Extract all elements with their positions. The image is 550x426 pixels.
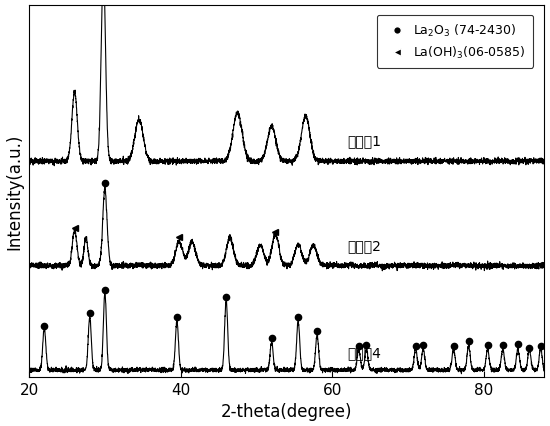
Legend: La$_2$O$_3$ (74-2430), La(OH)$_3$(06-0585): La$_2$O$_3$ (74-2430), La(OH)$_3$(06-058… xyxy=(377,15,533,69)
Text: 实施例1: 实施例1 xyxy=(348,134,381,148)
X-axis label: 2-theta(degree): 2-theta(degree) xyxy=(221,403,353,420)
Text: 对比例4: 对比例4 xyxy=(348,346,381,360)
Text: 对比例2: 对比例2 xyxy=(348,238,381,252)
Y-axis label: Intensity(a.u.): Intensity(a.u.) xyxy=(6,133,24,249)
